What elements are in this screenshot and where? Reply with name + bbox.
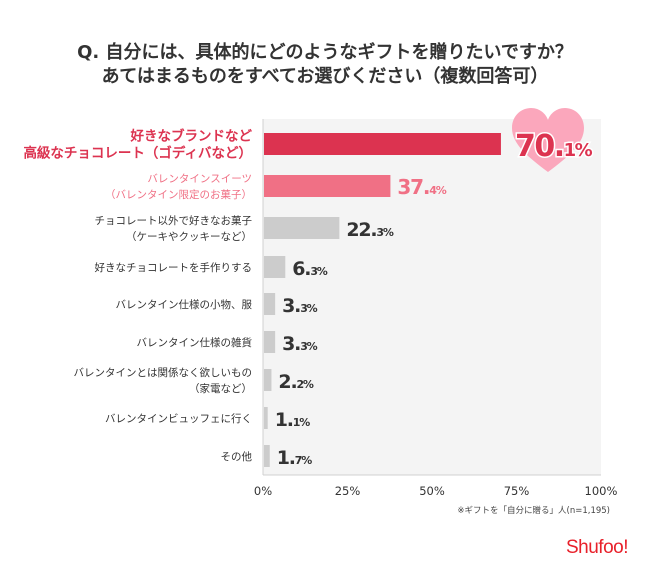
x-tick-label: 50% bbox=[419, 484, 445, 498]
bar-7 bbox=[264, 407, 268, 429]
bar-5 bbox=[264, 331, 276, 353]
shufoo-logo: Shufoo! bbox=[566, 537, 629, 558]
x-tick-label: 75% bbox=[504, 484, 530, 498]
value-label: 3.3% bbox=[282, 333, 318, 355]
category-label: 好きなチョコレートを手作りする bbox=[95, 261, 253, 274]
category-label: （ケーキやクッキーなど） bbox=[126, 231, 252, 243]
value-label: 37.4% bbox=[397, 175, 446, 199]
value-label: 1.7% bbox=[277, 447, 313, 469]
value-label: 2.2% bbox=[278, 371, 314, 393]
heart-icon bbox=[512, 108, 584, 172]
x-tick-label: 25% bbox=[335, 484, 361, 498]
bar-2 bbox=[264, 217, 340, 239]
bar-4 bbox=[264, 293, 276, 315]
value-label: 6.3% bbox=[292, 258, 328, 280]
category-label: バレンタインビュッフェに行く bbox=[105, 412, 252, 425]
value-label: 3.3% bbox=[282, 295, 318, 317]
bar-6 bbox=[264, 369, 272, 391]
value-label: 22.3% bbox=[346, 219, 394, 241]
bar-3 bbox=[264, 256, 286, 278]
category-label: （バレンタイン限定のお菓子） bbox=[105, 188, 252, 201]
chart-title-line1: Q. 自分には、具体的にどのようなギフトを贈りたいですか？ bbox=[77, 42, 573, 63]
category-label: バレンタインとは関係なく欲しいもの bbox=[74, 366, 253, 379]
value-label: 70.1% bbox=[515, 129, 593, 164]
value-label: 1.1% bbox=[275, 409, 311, 431]
category-label: チョコレート以外で好きなお菓子 bbox=[95, 215, 253, 227]
plot-background bbox=[263, 119, 601, 475]
category-label: バレンタイン仕様の雑貨 bbox=[137, 336, 253, 349]
chart-title-line2: あてはまるものをすべてお選びください（複数回答可） bbox=[101, 66, 549, 87]
category-label: バレンタイン仕様の小物、服 bbox=[116, 298, 253, 311]
x-tick-label: 0% bbox=[254, 484, 272, 498]
bar-8 bbox=[264, 445, 270, 467]
x-tick-label: 100% bbox=[585, 484, 618, 498]
category-label: 高級なチョコレート（ゴディバなど） bbox=[23, 144, 252, 161]
footnote: ※ギフトを「自分に贈る」人(n=1,195) bbox=[457, 506, 610, 516]
bar-1 bbox=[264, 175, 391, 197]
bar-0 bbox=[264, 133, 501, 155]
category-label: 好きなブランドなど bbox=[130, 127, 253, 144]
category-label: その他 bbox=[221, 450, 253, 463]
category-label: （家電など） bbox=[189, 382, 252, 395]
category-label: バレンタインスイーツ bbox=[147, 173, 252, 185]
